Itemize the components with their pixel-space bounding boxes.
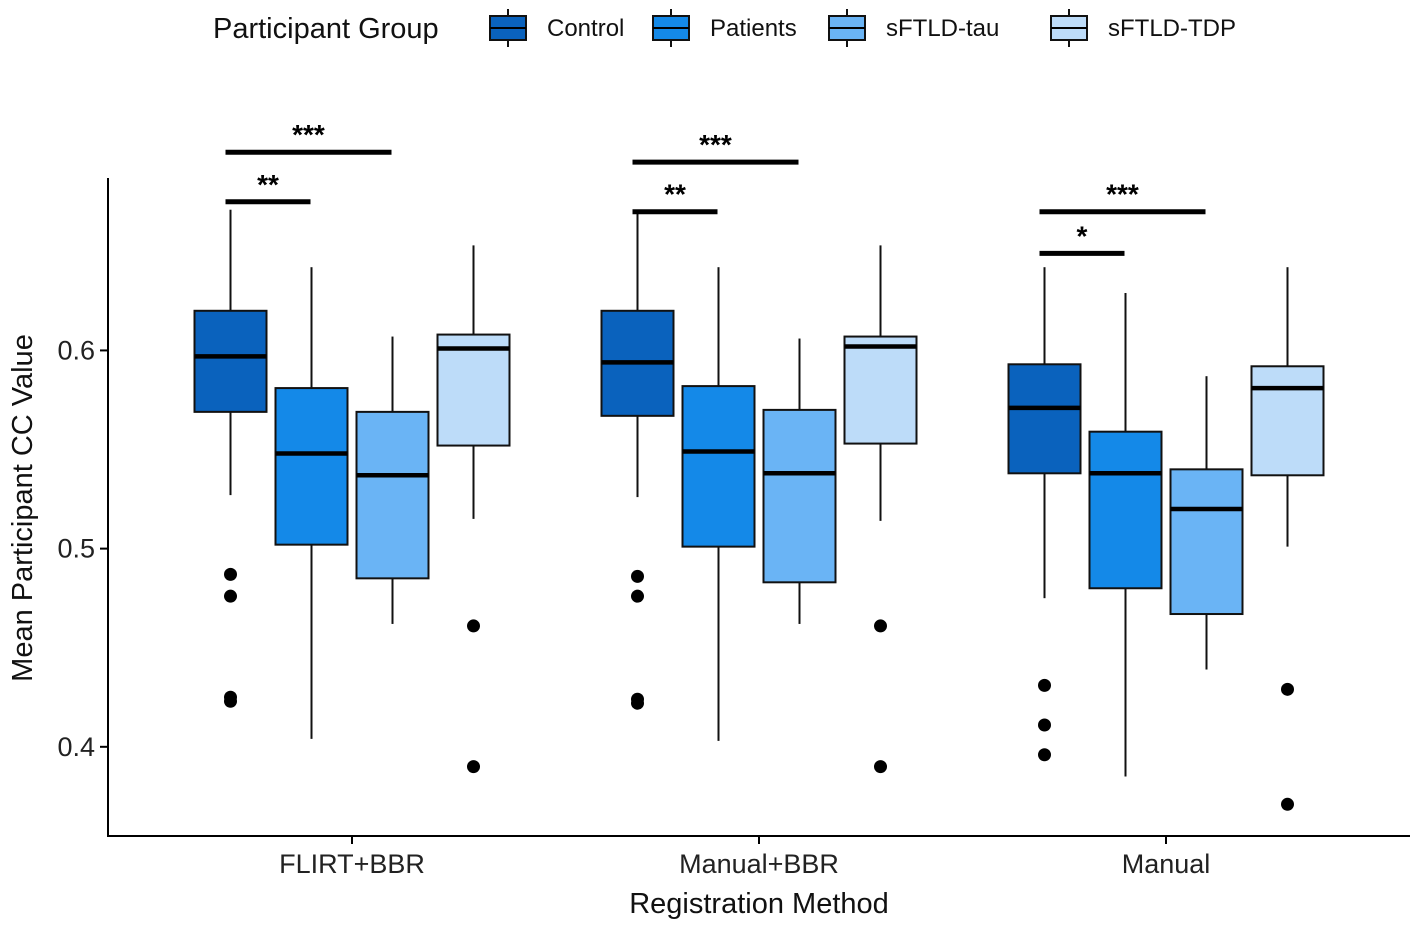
box-sftld-tau xyxy=(1169,376,1244,670)
boxes xyxy=(193,209,1325,811)
box-iqr xyxy=(436,333,511,447)
x-axis-title: Registration Method xyxy=(629,888,889,920)
box-patients xyxy=(1088,292,1163,777)
outlier-point xyxy=(224,567,237,581)
y-axis-title: Mean Participant CC Value xyxy=(7,334,39,682)
box-patients xyxy=(274,267,349,739)
significance-label: * xyxy=(1077,220,1088,251)
significance-label: *** xyxy=(699,129,732,160)
box-iqr xyxy=(355,410,430,580)
outlier-point xyxy=(874,619,887,633)
box-iqr xyxy=(1007,363,1082,475)
box-sftld-tdp xyxy=(843,245,918,774)
x-tick-label: Manual xyxy=(1122,849,1211,879)
legend-item-control: Control xyxy=(489,9,624,47)
box-iqr xyxy=(274,387,349,546)
box-iqr xyxy=(762,408,837,584)
outlier-point xyxy=(1038,718,1051,732)
significance-label: ** xyxy=(664,179,686,210)
legend-label: sFTLD-tau xyxy=(886,15,999,42)
box-sftld-tdp xyxy=(436,245,511,774)
legend-title: Participant Group xyxy=(213,13,439,45)
box-sftld-tdp xyxy=(1250,267,1325,811)
ticks: 0.4 0.5 0.6 FLIRT+BBR Manual+BBR Manual xyxy=(57,335,1210,879)
legend-item-patients: Patients xyxy=(652,9,797,47)
outlier-point xyxy=(1281,797,1294,811)
box-patients xyxy=(681,267,756,741)
outlier-point xyxy=(1038,748,1051,762)
y-tick-label: 0.5 xyxy=(57,534,95,564)
box-control xyxy=(1007,267,1082,762)
outlier-point xyxy=(631,696,644,710)
box-iqr xyxy=(1250,365,1325,477)
y-tick-label: 0.6 xyxy=(57,335,95,365)
box-sftld-tau xyxy=(355,336,430,624)
outlier-point xyxy=(467,619,480,633)
legend: Participant Group Control Patients sFTLD-t… xyxy=(213,9,1236,47)
legend-item-sftld-tdp: sFTLD-TDP xyxy=(1050,9,1236,47)
box-iqr xyxy=(843,335,918,445)
significance-annotations: ************** xyxy=(225,119,1206,256)
outlier-point xyxy=(224,589,237,603)
y-tick-label: 0.4 xyxy=(57,732,95,762)
box-sftld-tau xyxy=(762,338,837,624)
legend-label: Patients xyxy=(710,15,797,42)
box-control xyxy=(600,209,675,710)
x-tick-label: FLIRT+BBR xyxy=(279,849,425,879)
outlier-point xyxy=(1038,678,1051,692)
outlier-point xyxy=(467,760,480,774)
x-tick-label: Manual+BBR xyxy=(679,849,839,879)
outlier-point xyxy=(1281,682,1294,696)
outlier-point xyxy=(631,589,644,603)
box-iqr xyxy=(193,309,268,413)
significance-label: *** xyxy=(1106,179,1139,210)
legend-label: sFTLD-TDP xyxy=(1108,15,1236,42)
box-control xyxy=(193,209,268,708)
legend-item-sftld-tau: sFTLD-tau xyxy=(828,9,999,47)
outlier-point xyxy=(874,760,887,774)
box-iqr xyxy=(681,385,756,548)
significance-label: *** xyxy=(292,119,325,150)
legend-label: Control xyxy=(547,15,624,42)
box-iqr xyxy=(1169,468,1244,616)
significance-label: ** xyxy=(257,169,279,200)
box-iqr xyxy=(1088,430,1163,590)
outlier-point xyxy=(631,569,644,583)
outlier-point xyxy=(224,694,237,708)
